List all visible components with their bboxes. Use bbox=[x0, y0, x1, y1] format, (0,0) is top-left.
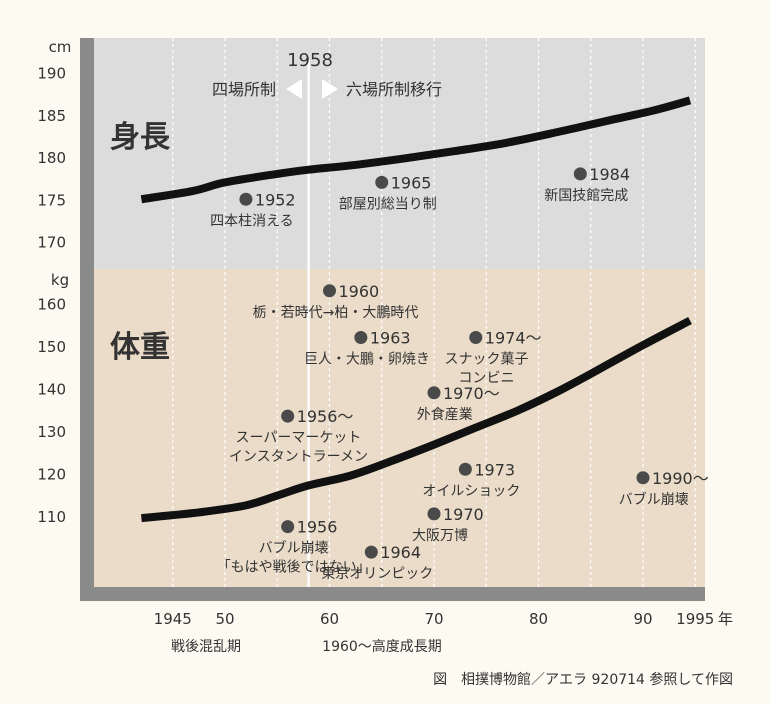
event-note: 東京オリンピック bbox=[321, 566, 433, 582]
event-note: インスタントラーメン bbox=[229, 449, 368, 465]
event-year-label: 1970〜 bbox=[443, 384, 500, 403]
y-tick-label: 185 bbox=[37, 107, 66, 125]
event-note: オイルショック bbox=[422, 483, 520, 499]
event-marker bbox=[573, 167, 587, 181]
event-note: 四本柱消える bbox=[210, 213, 294, 229]
x-tick-label: 1945 bbox=[154, 610, 192, 628]
arrow-right-icon bbox=[322, 79, 338, 99]
event-note: 新国技館完成 bbox=[544, 187, 628, 204]
event-year-label: 1956〜 bbox=[297, 407, 354, 426]
event-year-label: 1956 bbox=[297, 518, 338, 537]
event-note: 巨人・大鵬・卵焼き bbox=[304, 352, 430, 368]
event-marker bbox=[323, 284, 336, 298]
x-tick-label: 1995 bbox=[676, 610, 714, 628]
event-marker bbox=[281, 520, 295, 534]
event-note: 部屋別総当り制 bbox=[339, 196, 437, 212]
y-unit-kg: kg bbox=[51, 271, 69, 289]
period-high-growth: 1960〜高度成長期 bbox=[322, 638, 442, 655]
event-marker bbox=[458, 462, 472, 476]
event-note: 「もはや戦後ではない」 bbox=[217, 560, 371, 576]
height-panel-bg bbox=[80, 38, 705, 269]
source-caption: 図 相撲博物館／アエラ 920714 参照して作図 bbox=[433, 671, 733, 688]
y-tick-label: 150 bbox=[37, 338, 66, 356]
event-marker bbox=[469, 331, 483, 344]
event-marker bbox=[354, 331, 368, 344]
y-tick-label: 130 bbox=[37, 423, 66, 441]
height-series-line bbox=[140, 96, 692, 204]
event-note: コンビニ bbox=[459, 371, 515, 387]
x-unit-label: 年 bbox=[718, 610, 733, 628]
event-year-label: 1952 bbox=[255, 190, 296, 209]
x-tick-label: 80 bbox=[529, 610, 548, 628]
event-year-label: 1964 bbox=[380, 543, 421, 562]
arrow-left-icon bbox=[286, 79, 302, 99]
event-marker bbox=[427, 507, 441, 521]
event-note: スナック菓子 bbox=[445, 352, 529, 368]
event-year-label: 1974〜 bbox=[485, 329, 542, 348]
period-postwar: 戦後混乱期 bbox=[171, 639, 241, 655]
event-year-label: 1963 bbox=[370, 329, 411, 348]
divider-year-label: 1958 bbox=[287, 50, 333, 71]
four-tournaments-label: 四場所制 bbox=[212, 80, 276, 99]
y-axis-bar bbox=[80, 38, 94, 601]
event-marker bbox=[281, 409, 295, 423]
event-marker bbox=[636, 471, 650, 485]
y-tick-label: 190 bbox=[37, 65, 66, 83]
event-marker bbox=[375, 175, 389, 189]
x-tick-label: 50 bbox=[215, 610, 234, 628]
event-year-label: 1970 bbox=[443, 505, 484, 524]
weight-title: 体重 bbox=[110, 330, 170, 365]
event-note: 大阪万博 bbox=[412, 527, 468, 544]
height-title: 身長 bbox=[110, 120, 171, 155]
event-marker bbox=[364, 545, 378, 559]
y-tick-label: 175 bbox=[37, 191, 66, 209]
x-tick-label: 60 bbox=[320, 610, 339, 628]
event-marker bbox=[239, 192, 253, 206]
event-note: バブル崩壊 bbox=[619, 491, 689, 508]
weight-series-line bbox=[141, 316, 692, 523]
six-tournaments-label: 六場所制移行 bbox=[346, 80, 442, 99]
y-tick-label: 140 bbox=[37, 381, 66, 399]
event-year-label: 1973 bbox=[474, 460, 515, 479]
event-note: 外食産業 bbox=[417, 406, 473, 423]
event-year-label: 1965 bbox=[391, 173, 432, 192]
y-unit-cm: cm bbox=[49, 38, 72, 56]
x-tick-label: 90 bbox=[633, 610, 652, 628]
event-note: バブル崩壊 bbox=[259, 540, 329, 557]
x-axis-bar bbox=[80, 587, 705, 601]
event-year-label: 1990〜 bbox=[652, 469, 709, 488]
y-tick-label: 110 bbox=[37, 508, 66, 526]
y-tick-label: 120 bbox=[37, 466, 66, 484]
y-tick-label: 170 bbox=[37, 234, 66, 252]
event-note: 栃・若時代→柏・大鵬時代 bbox=[253, 305, 419, 321]
weight-panel-bg bbox=[80, 269, 705, 587]
event-marker bbox=[427, 386, 441, 400]
event-year-label: 1984 bbox=[589, 165, 630, 184]
y-tick-label: 180 bbox=[37, 149, 66, 167]
event-note: スーパーマーケット bbox=[236, 430, 362, 446]
x-tick-label: 70 bbox=[424, 610, 443, 628]
y-tick-label: 160 bbox=[37, 296, 66, 314]
event-year-label: 1960 bbox=[339, 282, 380, 301]
